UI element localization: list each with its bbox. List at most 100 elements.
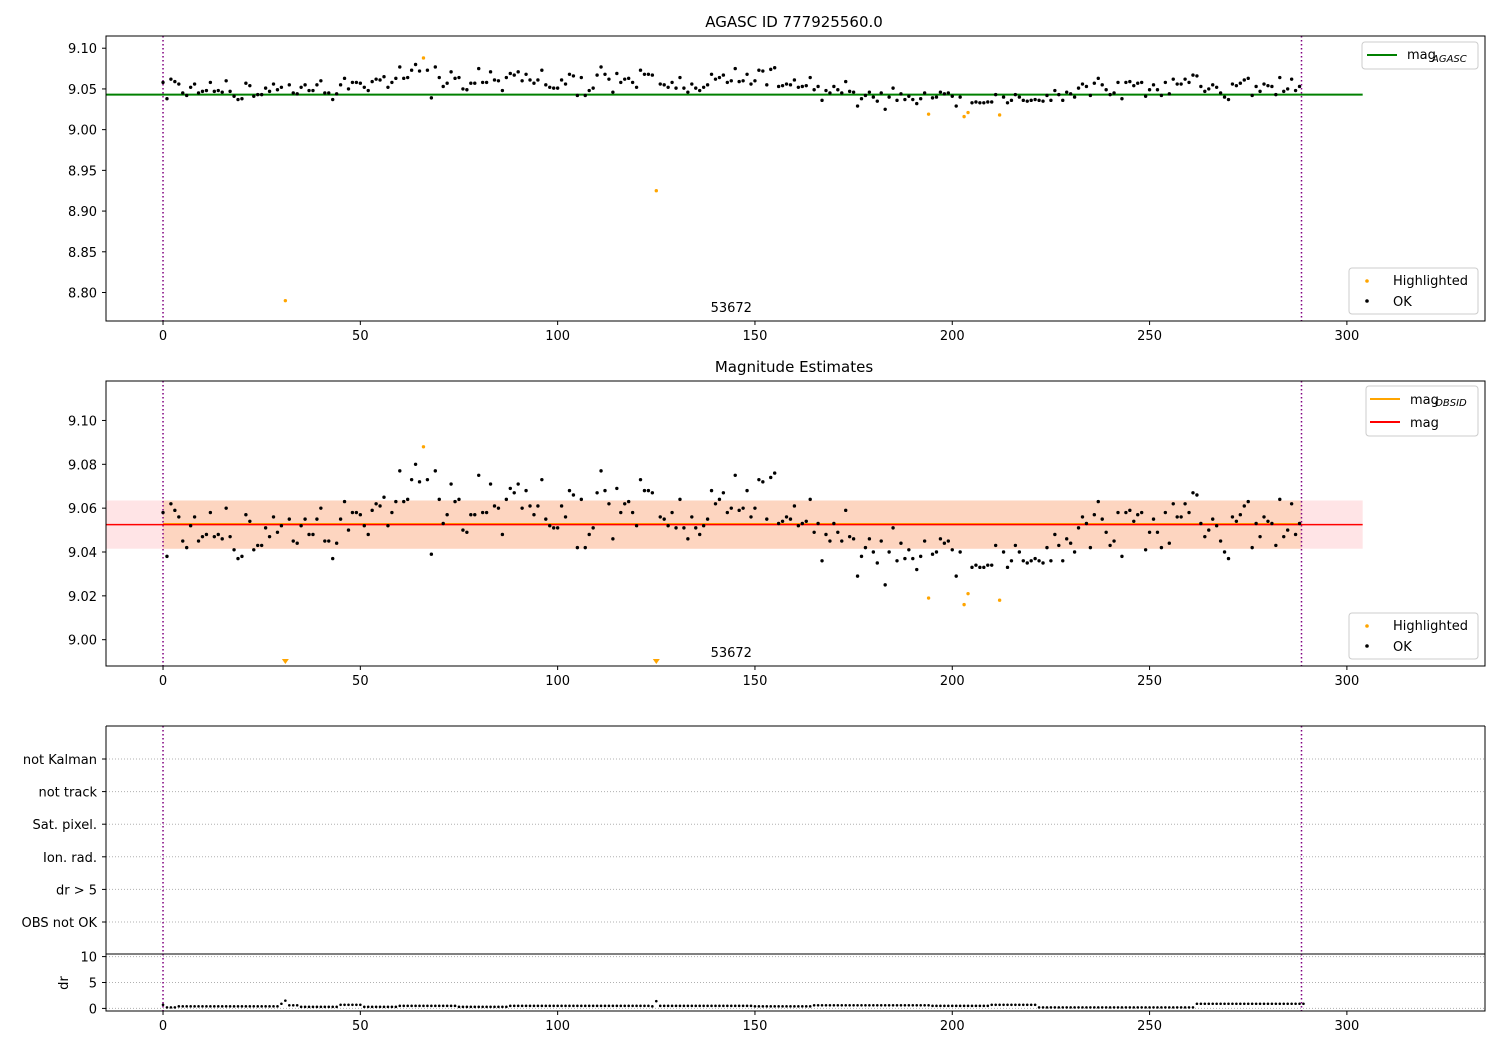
dr-point <box>532 1004 536 1008</box>
legend-highlighted-label: Highlighted <box>1393 619 1468 634</box>
ok-point <box>228 534 232 539</box>
ok-point <box>1258 534 1262 539</box>
ok-point <box>899 541 903 545</box>
ok-point <box>1278 497 1282 502</box>
ok-point <box>938 537 943 541</box>
ok-point <box>1065 537 1069 541</box>
ok-point <box>761 480 765 484</box>
ok-point <box>678 497 682 502</box>
ok-point <box>682 526 686 530</box>
ok-point <box>240 554 244 559</box>
dr-point <box>757 1005 761 1008</box>
ok-point <box>1147 530 1152 534</box>
ok-point <box>851 537 856 541</box>
dr-point <box>485 1005 488 1009</box>
dr-point <box>1014 1003 1017 1007</box>
x-tick-label: 300 <box>1334 674 1359 689</box>
ok-point <box>690 515 694 519</box>
ok-point <box>1218 91 1223 95</box>
ok-point <box>855 104 860 108</box>
ok-point <box>188 85 193 90</box>
ok-point <box>224 79 228 83</box>
ok-point <box>299 85 303 90</box>
ok-point <box>177 515 181 519</box>
ok-point <box>1080 82 1085 86</box>
ok-point <box>480 510 485 515</box>
ok-point <box>729 79 733 83</box>
ok-point <box>1124 80 1128 85</box>
ok-point <box>978 565 982 570</box>
ok-point <box>1289 77 1294 81</box>
ok-point <box>386 85 390 90</box>
ok-point <box>1084 521 1089 526</box>
dr-point <box>729 1004 733 1008</box>
ok-point <box>1155 530 1160 534</box>
ok-point <box>863 93 868 98</box>
dr-point <box>718 1004 721 1008</box>
ok-point <box>974 563 978 567</box>
ok-point <box>453 499 457 504</box>
dr-point <box>564 1004 567 1008</box>
dr-point <box>1045 1006 1049 1009</box>
legend-highlighted-label: Highlighted <box>1393 274 1468 289</box>
dr-point <box>702 1004 705 1008</box>
dr-point <box>437 1004 441 1008</box>
ok-point <box>398 469 402 473</box>
ok-point <box>240 97 244 101</box>
dr-panel: 0 50 100 150 200 250 300 0 5 10 dr <box>57 951 1486 1034</box>
ok-point <box>1147 88 1152 92</box>
panel1-legend-bottom: Highlighted OK <box>1348 267 1479 315</box>
dr-point <box>583 1004 587 1008</box>
ok-point <box>1246 76 1250 81</box>
dr-point <box>1018 1003 1021 1007</box>
ok-point <box>382 75 386 79</box>
obsid-label: 53672 <box>711 301 752 316</box>
ok-point <box>358 81 363 85</box>
ok-point <box>1033 556 1037 561</box>
dr-point <box>591 1004 595 1008</box>
dr-point <box>595 1004 599 1008</box>
ok-point <box>1068 92 1073 96</box>
dr-point <box>670 1004 674 1008</box>
x-tick-label: 300 <box>1334 1019 1359 1034</box>
dr-point <box>1136 1006 1140 1009</box>
ok-point <box>1270 521 1274 526</box>
dr-point <box>501 1005 504 1009</box>
ok-point <box>650 73 655 77</box>
dr-point <box>1029 1003 1033 1007</box>
ok-point <box>871 95 876 99</box>
flag-label: dr > 5 <box>56 883 97 898</box>
ok-point <box>1285 87 1290 91</box>
ok-point <box>575 93 580 98</box>
ok-point <box>1088 545 1093 550</box>
dr-point <box>303 1005 307 1009</box>
ok-point <box>192 82 197 86</box>
ok-point <box>512 491 516 495</box>
ok-point <box>409 68 414 72</box>
dr-point <box>852 1004 855 1007</box>
dr-point <box>493 1005 496 1009</box>
ok-point <box>721 491 726 495</box>
dr-point <box>777 1005 780 1008</box>
ok-point <box>638 477 643 482</box>
ok-point <box>536 504 540 508</box>
ok-point <box>540 68 544 72</box>
ok-point <box>623 77 627 81</box>
ok-point <box>1155 88 1160 92</box>
dr-point <box>339 1003 342 1007</box>
legend-ok-label: OK <box>1393 295 1412 310</box>
ok-point <box>287 517 292 521</box>
ok-point <box>990 100 994 104</box>
dr-point <box>1164 1006 1167 1009</box>
dr-point <box>299 1005 303 1009</box>
ok-point <box>445 81 449 85</box>
ok-point <box>1108 543 1112 548</box>
dr-point <box>473 1005 477 1009</box>
ok-point <box>579 497 584 502</box>
ok-point <box>161 80 165 85</box>
ok-point <box>1132 519 1136 524</box>
ok-point <box>630 510 635 515</box>
x-tick-label: 200 <box>940 674 965 689</box>
dr-axis-label: dr <box>57 976 72 990</box>
dr-point <box>508 1004 512 1008</box>
